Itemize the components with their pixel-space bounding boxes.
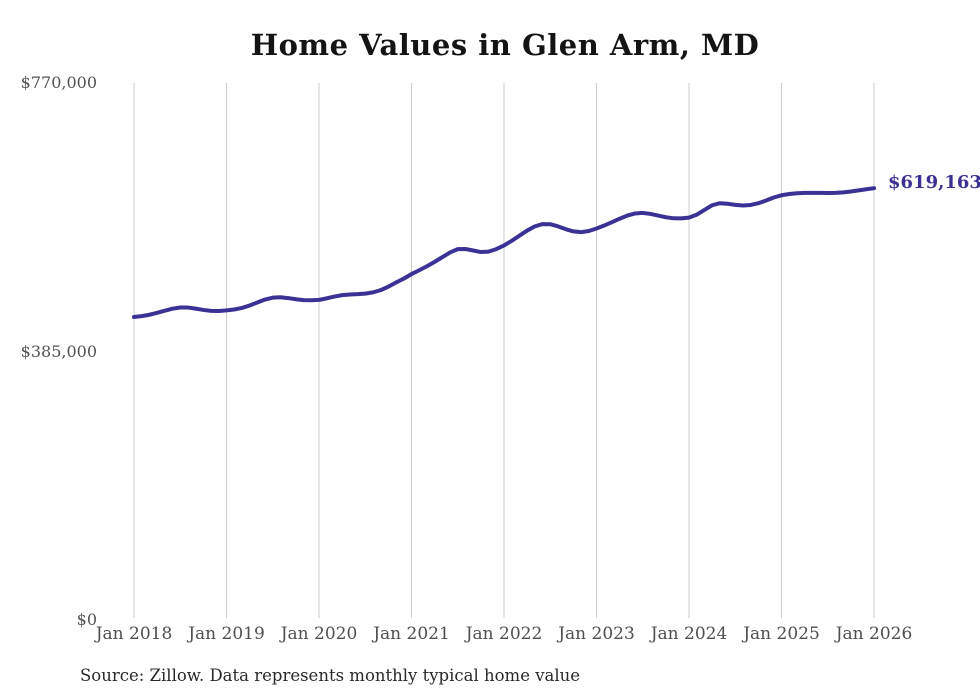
source-note: Source: Zillow. Data represents monthly … xyxy=(80,666,581,685)
x-tick-label: Jan 2018 xyxy=(95,624,173,644)
x-tick-label: Jan 2020 xyxy=(280,624,358,644)
x-tick-label: Jan 2019 xyxy=(188,624,265,644)
latest-value-label: $619,163 xyxy=(888,172,980,193)
x-tick-label: Jan 2025 xyxy=(743,624,820,644)
y-tick-label: $385,000 xyxy=(20,341,97,361)
y-tick-label: $770,000 xyxy=(20,73,97,92)
x-tick-label: Jan 2024 xyxy=(650,624,728,644)
y-tick-label: $0 xyxy=(76,610,97,629)
x-tick-label: Jan 2022 xyxy=(465,624,543,644)
x-tick-label: Jan 2023 xyxy=(558,624,635,644)
chart-title: Home Values in Glen Arm, MD xyxy=(250,28,760,62)
x-tick-label: Jan 2021 xyxy=(373,624,450,644)
x-tick-label: Jan 2026 xyxy=(835,624,913,644)
home-value-line xyxy=(132,186,876,319)
